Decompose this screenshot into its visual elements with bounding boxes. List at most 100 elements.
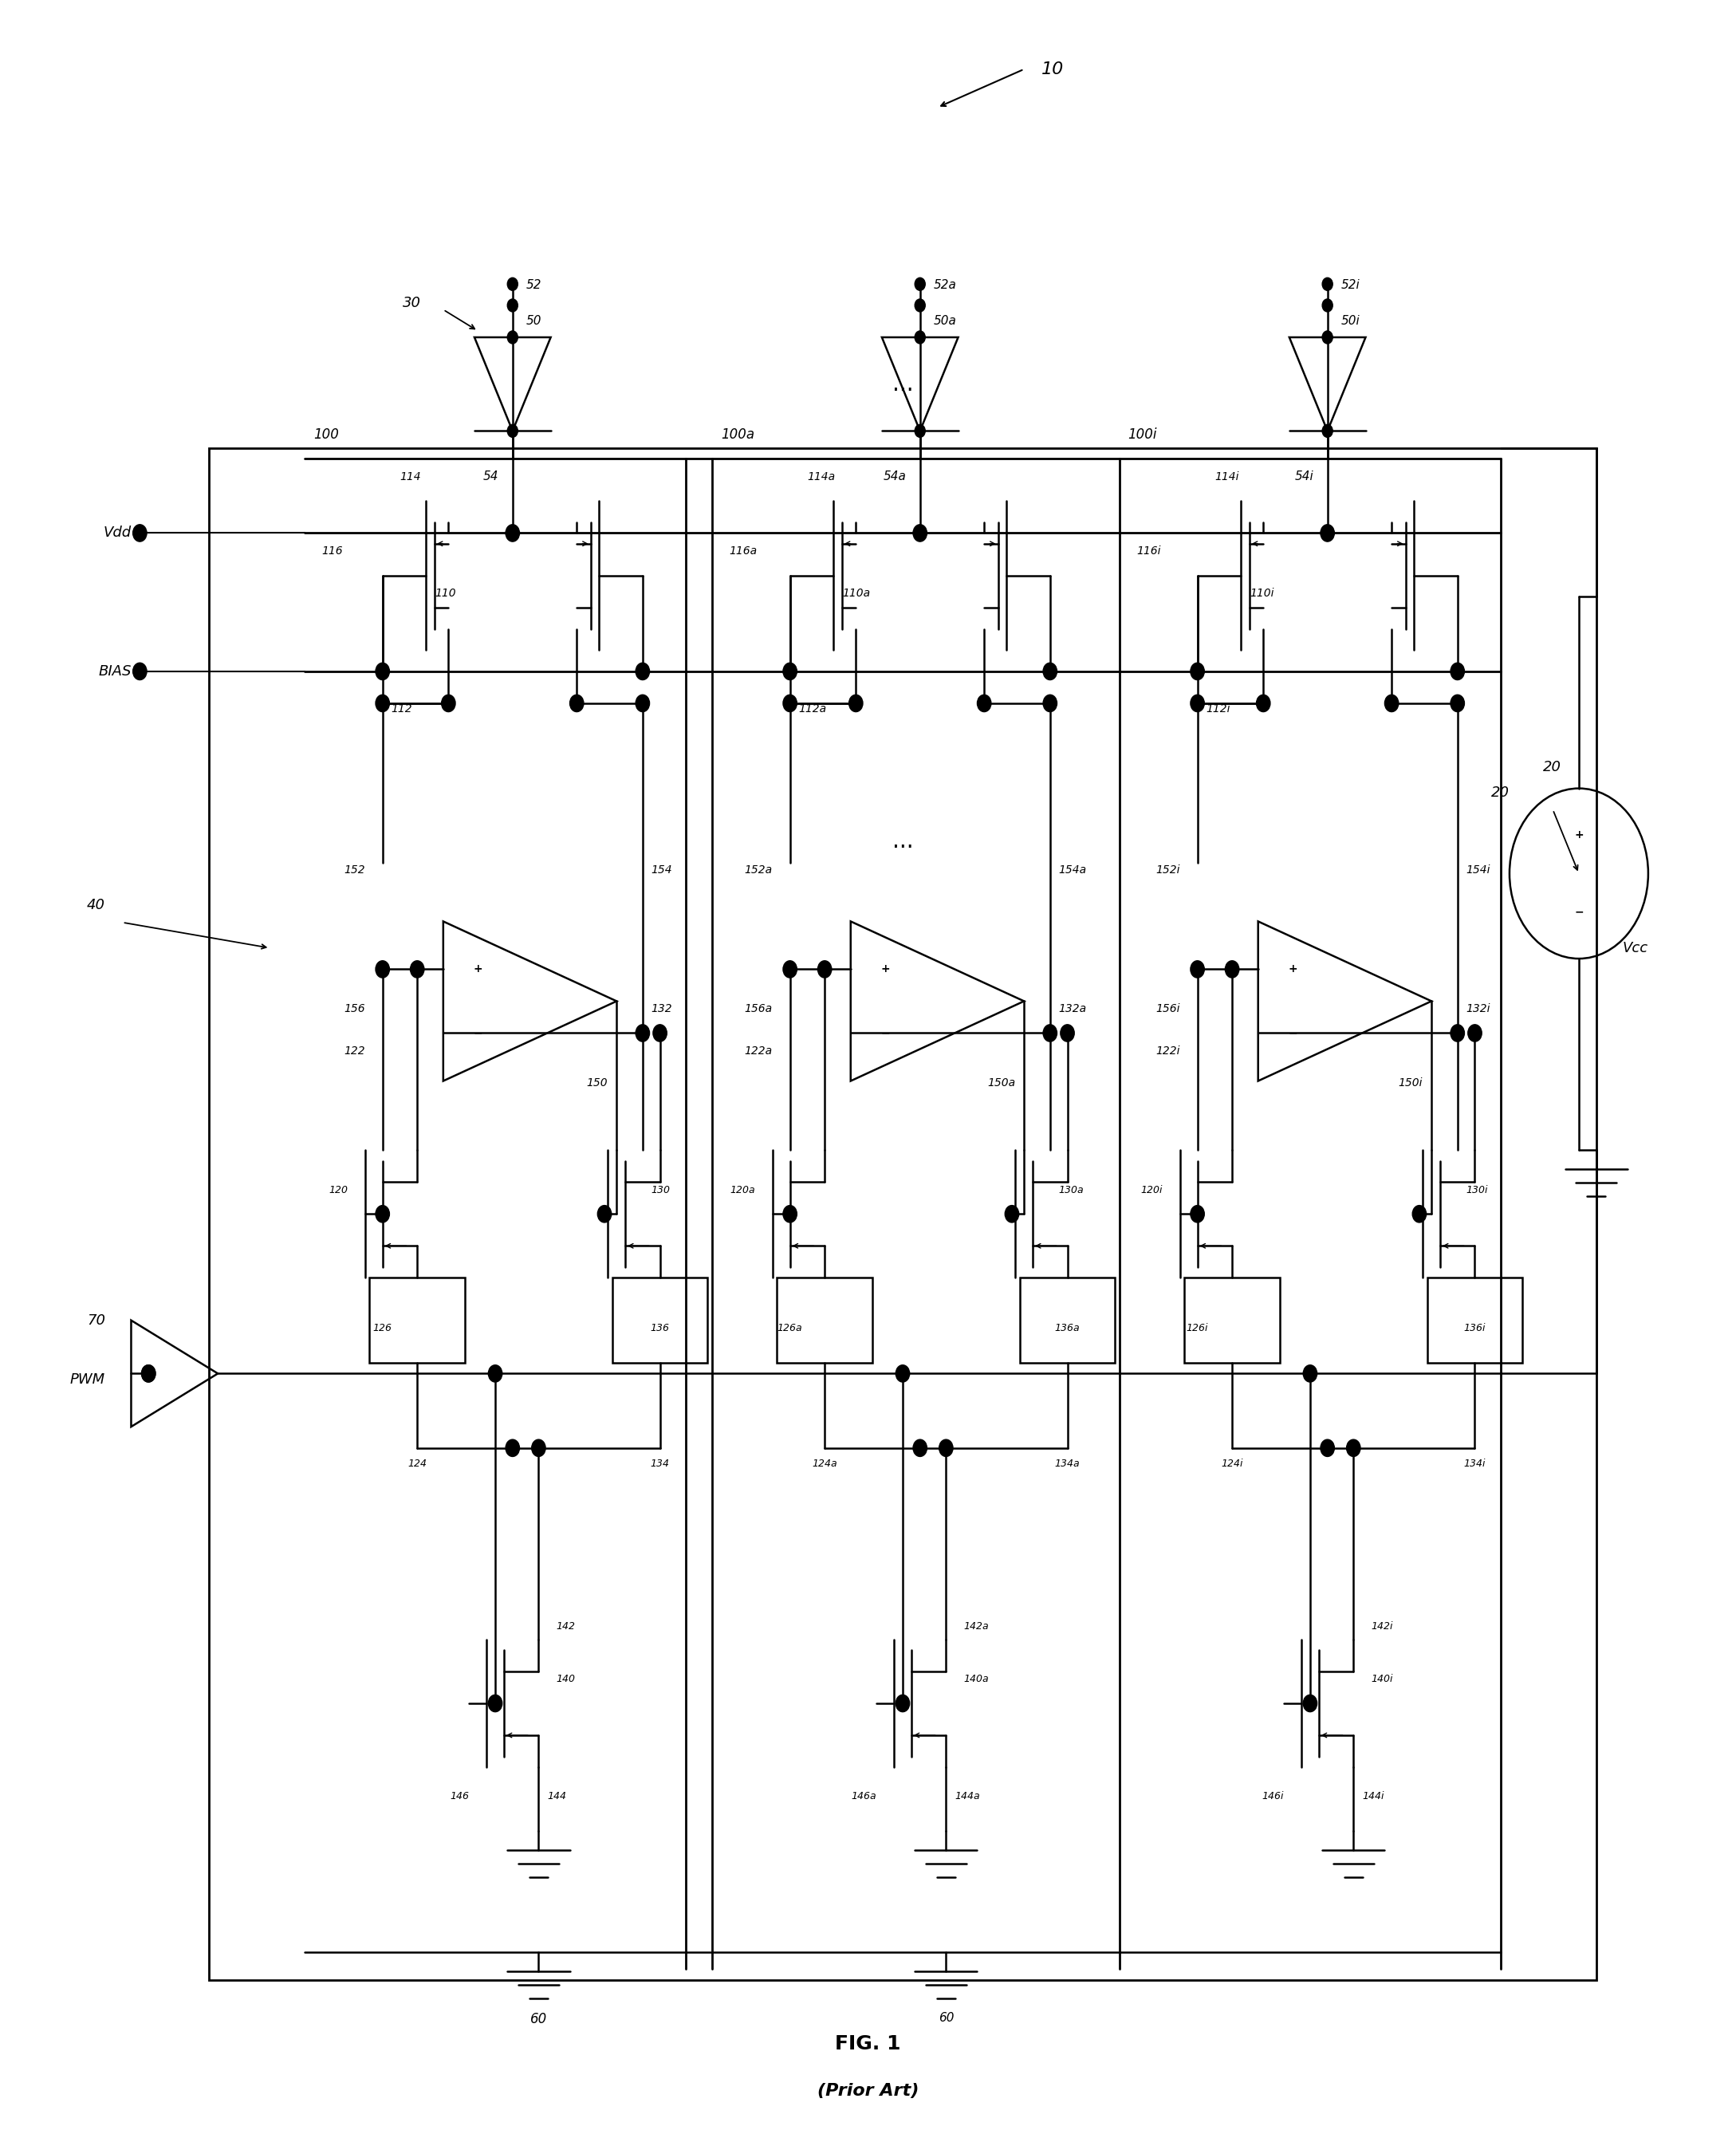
Text: 132: 132 — [651, 1003, 672, 1014]
Text: 146i: 146i — [1262, 1791, 1285, 1802]
Text: 50: 50 — [526, 315, 542, 326]
Text: FIG. 1: FIG. 1 — [835, 2034, 901, 2053]
Text: 112: 112 — [391, 703, 413, 714]
Circle shape — [939, 1440, 953, 1457]
Circle shape — [375, 1206, 389, 1223]
Circle shape — [915, 330, 925, 343]
Text: 122a: 122a — [745, 1046, 773, 1056]
Text: 124: 124 — [408, 1459, 427, 1470]
Text: 116i: 116i — [1137, 545, 1161, 556]
Text: 126i: 126i — [1186, 1323, 1208, 1333]
Circle shape — [142, 1365, 156, 1382]
Text: 54i: 54i — [1295, 471, 1314, 481]
Circle shape — [1257, 694, 1271, 711]
Text: −: − — [1288, 1027, 1297, 1039]
Text: −: − — [1575, 905, 1583, 918]
Circle shape — [896, 1695, 910, 1713]
Circle shape — [1061, 1025, 1075, 1042]
Text: 120: 120 — [328, 1184, 347, 1195]
Text: 20: 20 — [1543, 760, 1561, 775]
Circle shape — [783, 961, 797, 978]
Circle shape — [818, 961, 832, 978]
Text: 146a: 146a — [851, 1791, 877, 1802]
Circle shape — [915, 424, 925, 437]
Text: 100: 100 — [312, 428, 339, 441]
Circle shape — [977, 694, 991, 711]
Text: 134a: 134a — [1055, 1459, 1080, 1470]
Text: 50a: 50a — [934, 315, 957, 326]
Text: 114i: 114i — [1215, 471, 1240, 481]
Circle shape — [507, 424, 517, 437]
Circle shape — [505, 524, 519, 541]
Text: 132a: 132a — [1059, 1003, 1087, 1014]
Text: 126a: 126a — [778, 1323, 802, 1333]
Text: Vdd: Vdd — [102, 526, 132, 541]
Text: 124i: 124i — [1220, 1459, 1243, 1470]
Text: 134i: 134i — [1463, 1459, 1486, 1470]
Circle shape — [1304, 1695, 1318, 1713]
Text: 60: 60 — [937, 2013, 953, 2023]
Text: 120i: 120i — [1141, 1184, 1163, 1195]
Text: 114a: 114a — [807, 471, 835, 481]
Text: 154i: 154i — [1467, 865, 1491, 875]
FancyBboxPatch shape — [1019, 1278, 1115, 1363]
Circle shape — [410, 961, 424, 978]
FancyBboxPatch shape — [778, 1278, 871, 1363]
Text: 130: 130 — [651, 1184, 670, 1195]
Text: 126: 126 — [373, 1323, 392, 1333]
Text: 100i: 100i — [1128, 428, 1158, 441]
Circle shape — [1226, 961, 1240, 978]
Circle shape — [896, 1365, 910, 1382]
Text: 146: 146 — [450, 1791, 469, 1802]
Text: 100a: 100a — [720, 428, 753, 441]
Text: Vcc: Vcc — [1621, 941, 1647, 954]
Text: 52i: 52i — [1342, 279, 1361, 292]
Text: BIAS: BIAS — [99, 665, 132, 679]
Text: 114: 114 — [399, 471, 422, 481]
Text: +: + — [474, 963, 483, 976]
Text: +: + — [1575, 829, 1583, 841]
Circle shape — [375, 961, 389, 978]
Text: 150: 150 — [587, 1078, 608, 1088]
Text: 156a: 156a — [745, 1003, 773, 1014]
Circle shape — [1191, 961, 1205, 978]
Text: 144: 144 — [547, 1791, 566, 1802]
Circle shape — [783, 1206, 797, 1223]
Text: 136a: 136a — [1055, 1323, 1080, 1333]
Text: 156i: 156i — [1156, 1003, 1180, 1014]
Text: 70: 70 — [87, 1314, 106, 1327]
Text: 140a: 140a — [963, 1674, 988, 1685]
Text: 54: 54 — [483, 471, 498, 481]
Text: 110i: 110i — [1250, 588, 1274, 599]
Circle shape — [1323, 277, 1333, 290]
Circle shape — [375, 694, 389, 711]
Circle shape — [913, 524, 927, 541]
Circle shape — [915, 298, 925, 311]
Text: 122i: 122i — [1156, 1046, 1180, 1056]
Text: 136: 136 — [651, 1323, 670, 1333]
Text: 20: 20 — [1491, 786, 1510, 801]
Circle shape — [134, 524, 148, 541]
Circle shape — [1347, 1440, 1361, 1457]
Text: 110: 110 — [434, 588, 457, 599]
Text: 152a: 152a — [745, 865, 773, 875]
Text: 132i: 132i — [1467, 1003, 1491, 1014]
Circle shape — [488, 1695, 502, 1713]
Circle shape — [1385, 694, 1399, 711]
Text: 142a: 142a — [963, 1621, 988, 1632]
Circle shape — [1323, 298, 1333, 311]
Circle shape — [783, 662, 797, 679]
Text: 54a: 54a — [884, 471, 906, 481]
FancyBboxPatch shape — [613, 1278, 708, 1363]
Text: 112i: 112i — [1207, 703, 1231, 714]
Text: −: − — [474, 1027, 483, 1039]
Text: 144i: 144i — [1363, 1791, 1384, 1802]
Text: PWM: PWM — [69, 1372, 106, 1387]
Circle shape — [1321, 524, 1335, 541]
Circle shape — [597, 1206, 611, 1223]
Circle shape — [488, 1365, 502, 1382]
Circle shape — [653, 1025, 667, 1042]
Text: 154a: 154a — [1059, 865, 1087, 875]
Circle shape — [531, 1440, 545, 1457]
Circle shape — [1321, 1440, 1335, 1457]
